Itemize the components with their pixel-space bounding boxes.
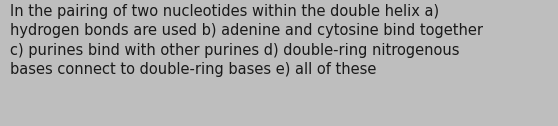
Text: In the pairing of two nucleotides within the double helix a)
hydrogen bonds are : In the pairing of two nucleotides within… xyxy=(10,4,483,77)
